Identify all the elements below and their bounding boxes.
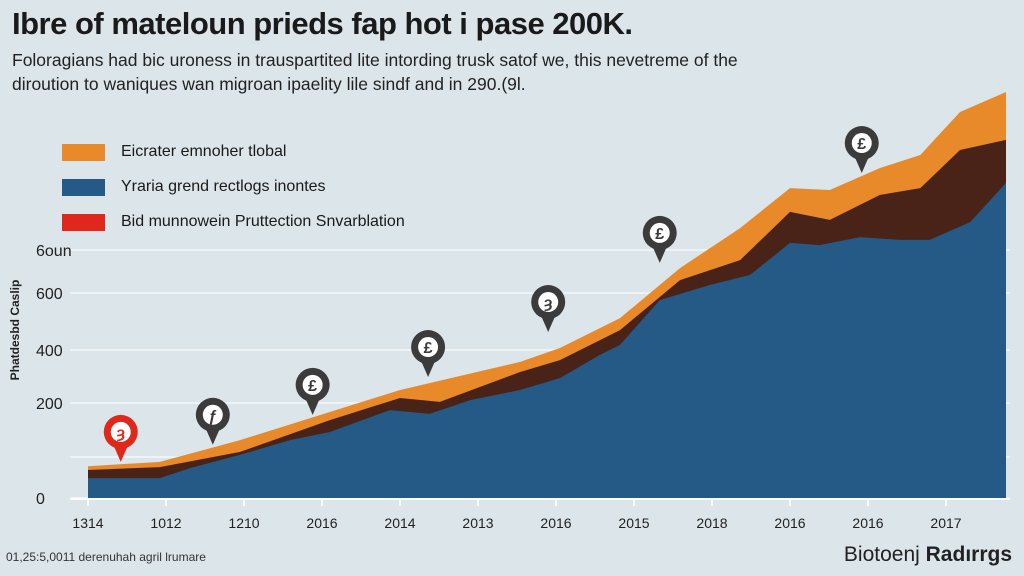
y-tick-label: 400	[36, 343, 63, 360]
footer-note: 01,25:5,0011 derenuhah agril lrumare	[6, 550, 206, 564]
pin-tail	[854, 157, 869, 174]
footer-brand: Biotoenj Radırrgs	[844, 543, 1012, 567]
x-tick-label: 2016	[774, 515, 805, 531]
legend-swatch	[62, 178, 105, 196]
currency-icon: £	[308, 378, 317, 395]
chart-subtitle: Foloragians had bic uroness in trauspart…	[12, 50, 738, 94]
pin-inner	[302, 374, 323, 395]
legend-swatch	[62, 143, 105, 161]
pin-inner	[649, 222, 670, 243]
legend-item-orange: Eicrater emnoher tlobal	[62, 143, 286, 161]
x-tick-label: 2017	[930, 515, 961, 531]
brand-bold: Radırrgs	[925, 543, 1012, 566]
y-tick-label: 600	[36, 286, 63, 303]
x-tick-label: 2014	[384, 515, 415, 531]
area-yraria-grend-rectlogs-inontes	[88, 182, 1006, 498]
x-tick-label: 2015	[618, 515, 649, 531]
legend-label: Bid munnowein Pruttection Snvarblation	[121, 213, 405, 230]
marker-pin-icon: £	[642, 215, 677, 263]
pin-tail	[652, 246, 667, 263]
x-tick-label: 2016	[852, 515, 883, 531]
x-tick-label: 1210	[228, 515, 259, 531]
currency-icon: ȝ	[544, 295, 552, 312]
pin-inner	[110, 421, 131, 442]
pin-tail	[113, 445, 128, 462]
legend-swatch	[62, 213, 105, 231]
pin-tail	[541, 316, 556, 333]
y-axis-title: Phatdesbd Caslip	[8, 280, 22, 381]
marker-pin-icon: £	[411, 330, 446, 378]
marker-pin-icon: £	[844, 126, 879, 174]
y-tick-label: 0	[36, 491, 45, 508]
legend-item-red: Bid munnowein Pruttection Snvarblation	[62, 213, 405, 231]
pin-inner	[538, 292, 559, 313]
x-tick-label: 2016	[540, 515, 571, 531]
y-tick-label: 200	[36, 396, 63, 413]
y-tick-label: 6oun	[36, 243, 72, 260]
currency-icon: ƒ	[208, 408, 217, 425]
currency-icon: £	[655, 226, 664, 243]
chart-title: Ibre of mateloun prieds fap hot i pase 2…	[12, 6, 633, 41]
pin-inner	[418, 337, 439, 358]
x-tick-label: 1012	[150, 515, 181, 531]
marker-pin-icon: ȝ	[103, 414, 138, 462]
marker-pin-icon: ƒ	[195, 397, 230, 445]
x-tick-label: 2016	[306, 515, 337, 531]
marker-pin-icon: ȝ	[531, 285, 566, 333]
legend-label: Yraria grend rectlogs inontes	[121, 178, 326, 195]
brand-light: Biotoenj	[843, 543, 920, 566]
pin-tail	[205, 428, 220, 445]
currency-icon: ȝ	[117, 425, 125, 442]
currency-icon: £	[424, 340, 433, 357]
legend-item-blue: Yraria grend rectlogs inontes	[62, 178, 326, 196]
x-tick-label: 1314	[72, 515, 103, 531]
pin-tail	[421, 361, 436, 378]
x-tick-label: 2013	[462, 515, 493, 531]
x-tick-label: 2018	[696, 515, 727, 531]
legend-label: Eicrater emnoher tlobal	[121, 143, 287, 160]
currency-icon: £	[857, 136, 866, 153]
pin-inner	[202, 404, 223, 425]
marker-pin-icon: £	[295, 367, 330, 415]
pin-inner	[851, 133, 872, 154]
pin-tail	[305, 398, 320, 415]
